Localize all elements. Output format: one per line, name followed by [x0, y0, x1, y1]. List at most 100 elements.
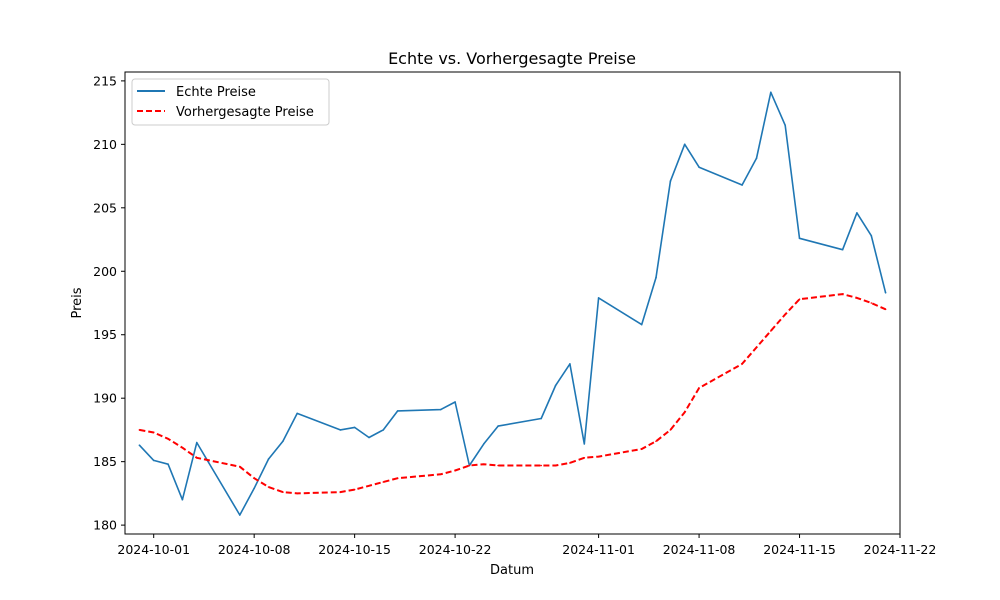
data-point-vorhergesagte-preise: [669, 429, 672, 431]
data-point-echte-preise: [267, 458, 270, 460]
data-point-echte-preise: [239, 514, 241, 516]
data-point-vorhergesagte-preise: [339, 491, 342, 493]
data-point-vorhergesagte-preise: [267, 486, 270, 488]
data-point-echte-preise: [497, 425, 499, 427]
data-point-echte-preise: [368, 436, 370, 439]
data-point-echte-preise: [138, 444, 141, 447]
data-point-echte-preise: [196, 441, 198, 444]
data-point-vorhergesagte-preise: [368, 485, 370, 487]
data-point-vorhergesagte-preise: [353, 488, 356, 491]
x-tick-label: 2024-11-22: [864, 542, 937, 557]
data-point-echte-preise: [296, 412, 299, 415]
data-point-vorhergesagte-preise: [741, 363, 743, 365]
data-point-vorhergesagte-preise: [181, 446, 184, 449]
data-point-vorhergesagte-preise: [296, 492, 299, 495]
data-point-echte-preise: [353, 426, 356, 429]
data-point-echte-preise: [396, 410, 399, 412]
x-tick-label: 2024-10-15: [318, 542, 391, 557]
data-point-vorhergesagte-preise: [239, 465, 241, 468]
data-point-vorhergesagte-preise: [583, 457, 586, 459]
data-point-echte-preise: [253, 487, 255, 490]
data-point-vorhergesagte-preise: [396, 477, 399, 480]
plot-frame: [124, 71, 901, 535]
y-tick-label: 210: [93, 137, 117, 152]
data-point-echte-preise: [597, 297, 600, 299]
data-point-echte-preise: [339, 429, 342, 431]
data-point-echte-preise: [698, 166, 700, 168]
data-point-vorhergesagte-preise: [640, 448, 643, 450]
data-point-echte-preise: [454, 401, 456, 403]
data-point-vorhergesagte-preise: [683, 411, 686, 414]
legend: Echte Preise Vorhergesagte Preise: [131, 78, 330, 126]
y-tick-label: 195: [93, 327, 117, 342]
legend-label-echte-preise: Echte Preise: [176, 85, 256, 100]
data-point-echte-preise: [152, 459, 155, 462]
x-tick-label: 2024-11-15: [763, 542, 836, 557]
data-point-echte-preise: [554, 384, 557, 387]
data-point-vorhergesagte-preise: [655, 440, 657, 443]
y-axis-label: Preis: [70, 287, 85, 318]
data-point-echte-preise: [856, 212, 858, 214]
data-point-echte-preise: [167, 463, 169, 466]
x-tick-label: 2024-11-01: [562, 542, 635, 557]
data-point-vorhergesagte-preise: [569, 462, 571, 464]
y-tick-label: 185: [93, 454, 117, 469]
data-point-echte-preise: [540, 417, 542, 420]
data-point-echte-preise: [770, 91, 772, 94]
data-point-echte-preise: [181, 498, 184, 501]
data-point-vorhergesagte-preise: [770, 330, 772, 332]
data-point-vorhergesagte-preise: [138, 429, 141, 431]
data-point-vorhergesagte-preise: [152, 431, 155, 434]
data-point-echte-preise: [282, 440, 284, 443]
data-point-vorhergesagte-preise: [698, 387, 700, 389]
x-tick-label: 2024-11-08: [663, 542, 736, 557]
y-tick-label: 180: [93, 518, 117, 533]
data-point-vorhergesagte-preise: [554, 464, 557, 467]
y-tick-label: 200: [93, 264, 117, 279]
data-point-vorhergesagte-preise: [870, 302, 873, 304]
data-point-vorhergesagte-preise: [755, 346, 758, 349]
legend-box: [131, 78, 330, 126]
data-point-echte-preise: [755, 157, 758, 160]
y-axis: 180 185 190 195 200 205 210 215: [93, 73, 125, 533]
series-line-vorhergesagte-preise: [139, 293, 887, 495]
data-point-vorhergesagte-preise: [841, 293, 844, 295]
data-point-vorhergesagte-preise: [167, 438, 169, 440]
x-axis-label: Datum: [490, 563, 534, 578]
data-point-vorhergesagte-preise: [454, 469, 456, 472]
data-point-vorhergesagte-preise: [439, 473, 442, 476]
data-point-vorhergesagte-preise: [483, 463, 485, 466]
data-point-echte-preise: [870, 234, 873, 237]
y-tick-label: 215: [93, 73, 117, 88]
x-axis: 2024-10-01 2024-10-08 2024-10-15 2024-10-22…: [117, 534, 936, 557]
data-point-vorhergesagte-preise: [468, 464, 471, 467]
data-point-echte-preise: [784, 124, 786, 127]
data-point-echte-preise: [741, 184, 743, 186]
data-point-echte-preise: [884, 292, 887, 294]
x-tick-label: 2024-10-22: [419, 542, 492, 557]
x-tick-label: 2024-10-01: [117, 542, 190, 557]
data-point-vorhergesagte-preise: [856, 297, 858, 299]
data-point-vorhergesagte-preise: [196, 457, 198, 459]
data-point-vorhergesagte-preise: [282, 491, 284, 493]
data-point-echte-preise: [841, 248, 844, 251]
data-point-vorhergesagte-preise: [253, 477, 255, 480]
x-tick-label: 2024-10-08: [218, 542, 291, 557]
data-point-vorhergesagte-preise: [597, 455, 600, 458]
data-point-vorhergesagte-preise: [382, 481, 385, 483]
data-point-vorhergesagte-preise: [884, 308, 887, 311]
series-layer: [138, 91, 887, 516]
data-point-echte-preise: [683, 143, 686, 146]
data-point-echte-preise: [569, 363, 571, 365]
data-point-echte-preise: [655, 276, 657, 279]
data-point-vorhergesagte-preise: [784, 313, 786, 316]
data-point-vorhergesagte-preise: [497, 464, 499, 467]
data-point-echte-preise: [669, 180, 672, 182]
data-point-echte-preise: [382, 429, 385, 431]
data-point-vorhergesagte-preise: [540, 464, 542, 467]
y-tick-label: 205: [93, 200, 117, 215]
data-point-echte-preise: [483, 443, 485, 445]
data-point-vorhergesagte-preise: [798, 298, 801, 301]
chart-title: Echte vs. Vorhergesagte Preise: [388, 49, 636, 68]
